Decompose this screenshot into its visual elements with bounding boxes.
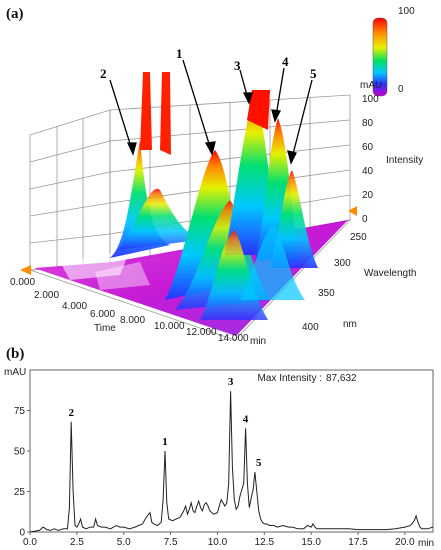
peak-label-5: 5 (310, 66, 317, 81)
intensity-ticks: 100 80 60 40 20 0 (362, 94, 379, 225)
wavelength-ticks: 250 300 350 400 (302, 232, 367, 333)
intensity-axis-title: Intensity (386, 155, 423, 166)
svg-text:100: 100 (362, 94, 379, 105)
series-line (29, 391, 434, 533)
y-tick-label: 75 (14, 406, 26, 417)
svg-text:60: 60 (362, 142, 374, 153)
x-tick-label: 17.5 (348, 537, 368, 548)
peak-label: 2 (68, 407, 74, 419)
colorbar (372, 17, 388, 97)
svg-text:400: 400 (302, 322, 319, 333)
svg-text:10.000: 10.000 (154, 321, 185, 332)
x-tick-label: 2.5 (70, 537, 84, 548)
svg-text:0: 0 (362, 214, 368, 225)
surface-3d-plot: 2 1 3 4 5 100 0 mAU 100 80 60 40 20 0 In… (10, 6, 423, 345)
orange-marker-right (348, 206, 357, 216)
x-tick-label: 20.0 (395, 537, 415, 548)
colorbar-max-label: 100 (398, 6, 415, 17)
svg-text:8.000: 8.000 (120, 315, 145, 326)
peak-label-4: 4 (282, 54, 289, 69)
y-ticks: 0 25 50 75 (14, 406, 30, 539)
peak-label-1: 1 (176, 46, 183, 61)
svg-text:250: 250 (350, 232, 367, 243)
x-axis-unit: min (418, 538, 434, 549)
surface-peaks (110, 72, 318, 320)
x-tick-label: 0.0 (23, 537, 37, 548)
peak-label-3: 3 (234, 58, 241, 73)
x-ticks: 0.0 2.5 5.0 7.5 10.0 12.5 15.0 17.5 20.0 (23, 532, 415, 548)
y-tick-label: 50 (14, 447, 26, 458)
svg-text:300: 300 (334, 258, 351, 269)
svg-text:40: 40 (362, 166, 374, 177)
svg-text:12.000: 12.000 (186, 327, 217, 338)
svg-text:0.000: 0.000 (10, 277, 35, 288)
peak-label-2: 2 (100, 66, 107, 81)
x-tick-label: 7.5 (164, 537, 178, 548)
panel-label-b: (b) (6, 346, 25, 362)
time-unit: min (250, 336, 266, 345)
max-intensity-label: Max Intensity : (258, 373, 322, 384)
peak-label: 1 (162, 436, 168, 448)
time-ticks: 0.000 2.000 4.000 6.000 8.000 10.000 12.… (10, 277, 249, 344)
peak-label: 3 (228, 376, 234, 388)
svg-text:80: 80 (362, 118, 374, 129)
max-intensity-value: 87,632 (326, 373, 357, 384)
x-tick-label: 15.0 (301, 537, 321, 548)
plot-frame (29, 369, 434, 533)
intensity-unit: mAU (360, 80, 382, 91)
peak-arrows (109, 59, 313, 165)
svg-text:4.000: 4.000 (62, 301, 87, 312)
x-tick-label: 10.0 (208, 537, 228, 548)
peak-labels: 2 1 3 4 5 (68, 376, 261, 469)
peak-label: 4 (243, 413, 249, 425)
wavelength-axis-title: Wavelength (364, 268, 416, 279)
svg-text:2.000: 2.000 (34, 290, 59, 301)
svg-text:20: 20 (362, 190, 374, 201)
svg-text:350: 350 (318, 288, 335, 299)
y-tick-label: 25 (14, 487, 26, 498)
colorbar-min-label: 0 (398, 84, 404, 95)
svg-text:14.000: 14.000 (218, 333, 249, 344)
y-tick-label: 0 (19, 528, 25, 539)
panel-label-a: (a) (6, 6, 24, 22)
time-axis-title: Time (94, 323, 116, 334)
svg-text:6.000: 6.000 (90, 309, 115, 320)
x-tick-label: 12.5 (255, 537, 275, 548)
peak-label: 5 (256, 457, 262, 469)
orange-marker-left (20, 265, 31, 275)
y-axis-label: mAU (4, 367, 26, 378)
wavelength-unit: nm (343, 319, 357, 330)
x-tick-label: 5.0 (117, 537, 131, 548)
